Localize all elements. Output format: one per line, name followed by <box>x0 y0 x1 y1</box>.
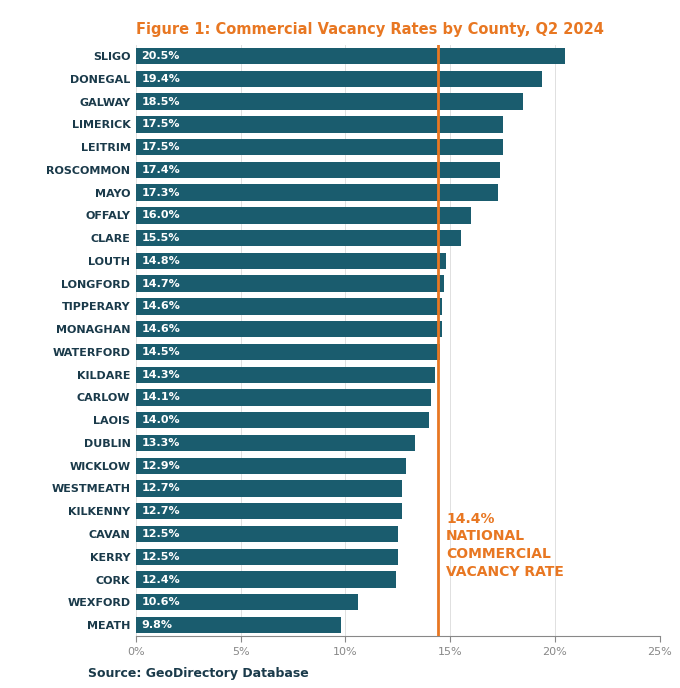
Bar <box>136 503 402 519</box>
Text: 14.6%: 14.6% <box>141 301 180 312</box>
Bar <box>136 344 440 360</box>
Text: 14.1%: 14.1% <box>141 392 180 402</box>
Bar <box>136 548 398 565</box>
Text: 17.3%: 17.3% <box>141 188 180 197</box>
Text: 17.4%: 17.4% <box>141 165 180 175</box>
Bar <box>136 230 460 246</box>
Bar <box>136 184 498 201</box>
Text: 14.5%: 14.5% <box>141 347 180 357</box>
Text: 9.8%: 9.8% <box>141 620 172 630</box>
Text: 13.3%: 13.3% <box>141 438 180 448</box>
Text: 20.5%: 20.5% <box>141 51 180 61</box>
Text: 14.6%: 14.6% <box>141 324 180 334</box>
Text: 14.7%: 14.7% <box>141 279 180 289</box>
Bar <box>136 94 524 110</box>
Bar <box>136 71 543 87</box>
Text: 12.5%: 12.5% <box>141 529 180 539</box>
Bar <box>136 412 429 429</box>
Text: 14.3%: 14.3% <box>141 369 180 380</box>
Bar <box>136 252 446 269</box>
Text: 12.4%: 12.4% <box>141 574 180 585</box>
Bar <box>136 48 565 64</box>
Bar <box>136 480 402 497</box>
Bar <box>136 116 503 133</box>
Bar <box>136 367 435 383</box>
Bar <box>136 458 406 474</box>
Text: 14.8%: 14.8% <box>141 256 180 266</box>
Bar <box>136 526 398 542</box>
Text: 18.5%: 18.5% <box>141 96 180 107</box>
Bar <box>136 435 415 451</box>
Text: 10.6%: 10.6% <box>141 597 180 608</box>
Text: Source: GeoDirectory Database: Source: GeoDirectory Database <box>88 667 309 680</box>
Bar <box>136 594 358 610</box>
Text: 12.9%: 12.9% <box>141 461 180 471</box>
Bar <box>136 321 442 337</box>
Bar <box>136 139 503 155</box>
Text: 14.0%: 14.0% <box>141 416 180 425</box>
Bar <box>136 298 442 314</box>
Text: 12.5%: 12.5% <box>141 552 180 561</box>
Text: 14.4%
NATIONAL
COMMERCIAL
VACANCY RATE: 14.4% NATIONAL COMMERCIAL VACANCY RATE <box>446 512 564 579</box>
Text: 12.7%: 12.7% <box>141 506 180 516</box>
Bar <box>136 389 431 406</box>
Text: 15.5%: 15.5% <box>141 233 180 243</box>
Text: Figure 1: Commercial Vacancy Rates by County, Q2 2024: Figure 1: Commercial Vacancy Rates by Co… <box>136 21 604 36</box>
Bar <box>136 275 444 292</box>
Text: 12.7%: 12.7% <box>141 484 180 493</box>
Text: 16.0%: 16.0% <box>141 211 180 220</box>
Text: 17.5%: 17.5% <box>141 142 180 152</box>
Text: 19.4%: 19.4% <box>141 74 180 84</box>
Bar <box>136 617 341 633</box>
Text: 17.5%: 17.5% <box>141 120 180 129</box>
Bar <box>136 207 471 224</box>
Bar <box>136 162 500 178</box>
Bar <box>136 571 396 588</box>
